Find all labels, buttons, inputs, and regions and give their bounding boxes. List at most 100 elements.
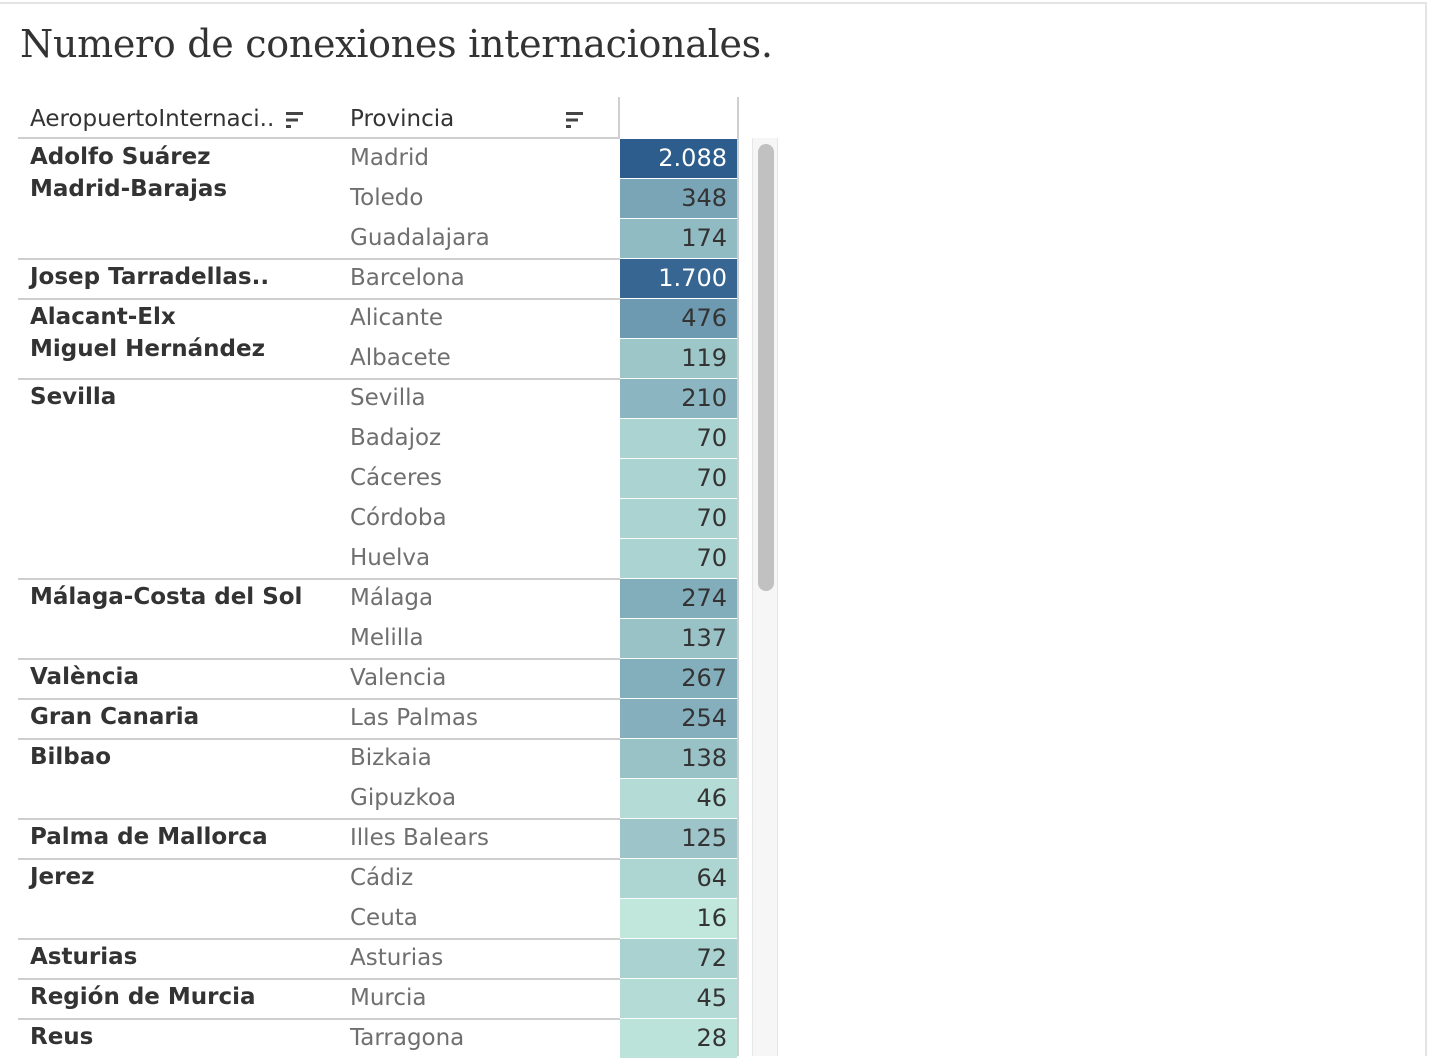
airport-name: Madrid-Barajas [30,176,228,202]
group-separator [18,1018,620,1020]
province-name: Gipuzkoa [350,785,457,811]
group-separator [18,578,620,580]
heat-cell[interactable]: 254 [620,699,737,738]
sort-descending-icon[interactable] [565,110,585,130]
cell-value: 210 [681,384,727,412]
heat-cell[interactable]: 138 [620,739,737,778]
group-separator [18,698,620,700]
scrollbar-thumb[interactable] [758,144,774,591]
heat-cell[interactable]: 72 [620,939,737,978]
heat-cell[interactable]: 64 [620,859,737,898]
column-divider [737,97,739,1056]
province-name: Sevilla [350,385,426,411]
province-name: Huelva [350,545,431,571]
cell-value: 2.088 [658,144,727,172]
airport-name: Reus [30,1024,94,1050]
group-separator [18,978,620,980]
heat-cell[interactable]: 476 [620,299,737,338]
cell-value: 138 [681,744,727,772]
table-body: Adolfo Suárez Madrid-Barajas Madrid 2.088 To… [18,139,737,1058]
cell-value: 64 [696,864,727,892]
heat-cell[interactable]: 274 [620,579,737,618]
province-name: Málaga [350,585,434,611]
airport-name: Gran Canaria [30,704,200,730]
group-separator [18,818,620,820]
heat-cell[interactable]: 210 [620,379,737,418]
cell-value: 45 [696,984,727,1012]
top-border [0,2,1426,4]
airport-name: Miguel Hernández [30,336,266,362]
cell-value: 46 [696,784,727,812]
heat-cell[interactable]: 70 [620,459,737,498]
heat-cell[interactable]: 2.088 [620,139,737,178]
header-separator [18,137,620,139]
airport-name: Málaga-Costa del Sol [30,584,303,610]
column-divider [618,97,620,138]
cell-value: 16 [696,904,727,932]
cell-value: 70 [696,504,727,532]
cell-value: 1.700 [658,264,727,292]
heat-cell[interactable]: 70 [620,539,737,578]
group-separator [18,858,620,860]
chart-title: Numero de conexiones internacionales. [20,22,773,66]
province-name: Melilla [350,625,424,651]
cell-value: 174 [681,224,727,252]
heat-cell[interactable]: 70 [620,419,737,458]
group-separator [18,938,620,940]
province-name: Valencia [350,665,447,691]
cell-value: 267 [681,664,727,692]
heat-cell[interactable]: 125 [620,819,737,858]
province-name: Madrid [350,145,429,171]
heat-cell[interactable]: 137 [620,619,737,658]
heat-cell[interactable]: 28 [620,1019,737,1058]
cell-value: 137 [681,624,727,652]
heat-cell[interactable]: 348 [620,179,737,218]
heat-cell[interactable]: 119 [620,339,737,378]
cell-value: 70 [696,544,727,572]
heat-cell[interactable]: 16 [620,899,737,938]
header-airport[interactable]: AeropuertoInternaci.. [30,106,275,132]
cell-value: 70 [696,424,727,452]
right-border [1425,2,1427,1056]
group-separator [18,658,620,660]
province-name: Asturias [350,945,444,971]
header-province[interactable]: Provincia [350,106,455,132]
cell-value: 476 [681,304,727,332]
heat-cell[interactable]: 46 [620,779,737,818]
airport-name: Sevilla [30,384,117,410]
heat-cell[interactable]: 267 [620,659,737,698]
group-separator [18,298,620,300]
province-name: Toledo [350,185,424,211]
cell-value: 119 [681,344,727,372]
province-name: Barcelona [350,265,465,291]
heat-cell[interactable]: 174 [620,219,737,258]
airport-name: València [30,664,139,690]
province-name: Cádiz [350,865,414,891]
province-name: Illes Balears [350,825,489,851]
group-separator [18,378,620,380]
province-name: Córdoba [350,505,447,531]
province-name: Bizkaia [350,745,432,771]
province-name: Murcia [350,985,427,1011]
airport-name: Josep Tarradellas.. [30,264,270,290]
cell-value: 28 [696,1024,727,1052]
airport-name: Adolfo Suárez [30,144,211,170]
province-name: Alicante [350,305,443,331]
province-name: Albacete [350,345,451,371]
cell-value: 254 [681,704,727,732]
province-name: Tarragona [350,1025,465,1051]
cell-value: 274 [681,584,727,612]
heat-cell[interactable]: 45 [620,979,737,1018]
heat-cell[interactable]: 1.700 [620,259,737,298]
province-name: Guadalajara [350,225,490,251]
airport-name: Palma de Mallorca [30,824,268,850]
airport-name: Asturias [30,944,138,970]
cell-value: 348 [681,184,727,212]
airport-name: Alacant-Elx [30,304,176,330]
province-name: Badajoz [350,425,442,451]
cell-value: 70 [696,464,727,492]
heat-cell[interactable]: 70 [620,499,737,538]
sort-descending-icon[interactable] [285,110,305,130]
cell-value: 72 [696,944,727,972]
group-separator [18,258,620,260]
